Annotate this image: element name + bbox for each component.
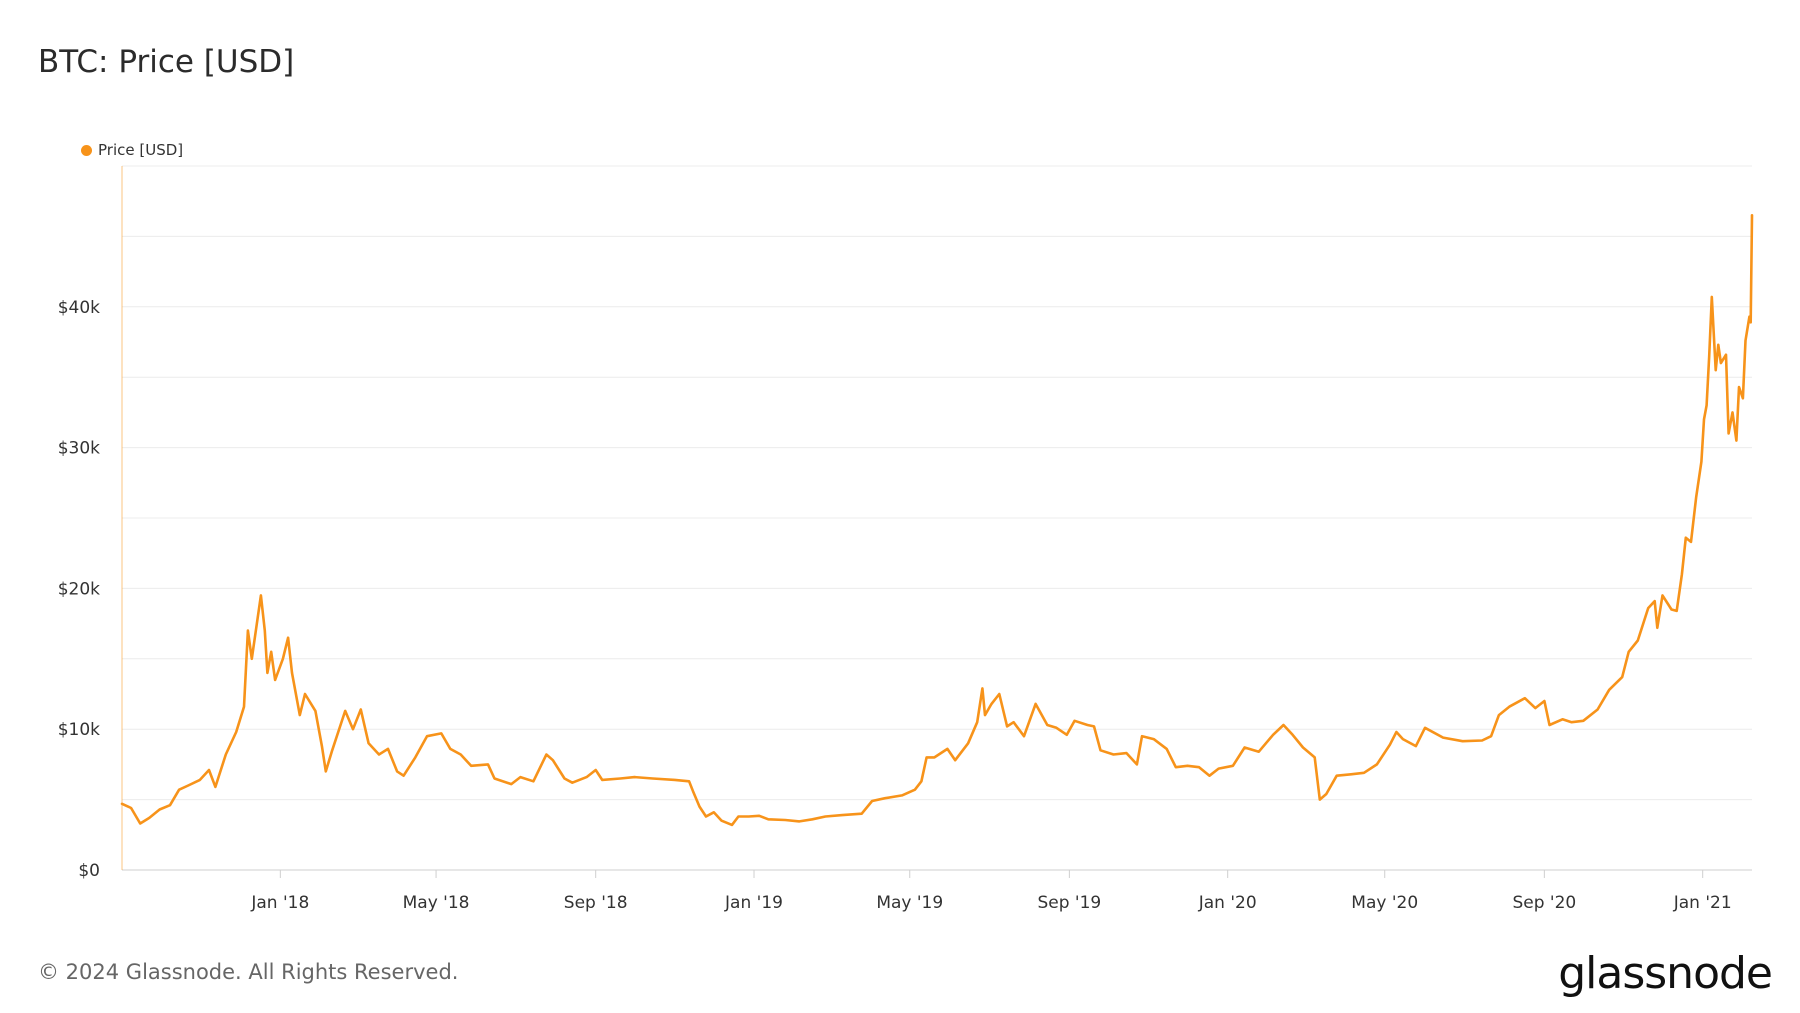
x-tick-label: Jan '20	[1198, 893, 1257, 913]
series-layer[interactable]	[120, 214, 1754, 827]
x-tick-label: Sep '20	[1512, 893, 1576, 913]
y-tick-label: $0	[78, 861, 100, 881]
x-tick-label: Jan '19	[724, 893, 783, 913]
chart-title: BTC: Price [USD]	[38, 44, 295, 80]
x-tick-label: May '19	[876, 893, 943, 913]
x-tick-label: May '20	[1351, 893, 1418, 913]
y-tick-label: $10k	[58, 720, 100, 740]
series-line-price[interactable]	[120, 214, 1754, 827]
legend-dot-icon	[81, 144, 92, 156]
y-tick-label: $40k	[58, 298, 100, 318]
legend-label: Price [USD]	[98, 141, 184, 159]
x-tick-label: Jan '18	[250, 893, 309, 913]
chart-legend[interactable]: Price [USD]	[81, 141, 183, 159]
grid-lines	[122, 165, 1752, 871]
glassnode-logo[interactable]: glassnode	[1558, 948, 1773, 999]
copyright-text: © 2024 Glassnode. All Rights Reserved.	[38, 960, 459, 984]
y-tick-label: $30k	[58, 439, 100, 459]
x-tick-label: Sep '19	[1037, 893, 1101, 913]
y-tick-label: $20k	[58, 579, 100, 599]
y-axis: $0 $10k $20k $30k $40k	[58, 298, 100, 881]
x-axis: Jan '18 May '18 Sep '18 Jan '19 May '19 Sep '…	[121, 166, 1752, 913]
x-tick-label: Sep '18	[564, 893, 628, 913]
x-tick-label: May '18	[403, 893, 470, 913]
x-tick-label: Jan '21	[1673, 893, 1732, 913]
